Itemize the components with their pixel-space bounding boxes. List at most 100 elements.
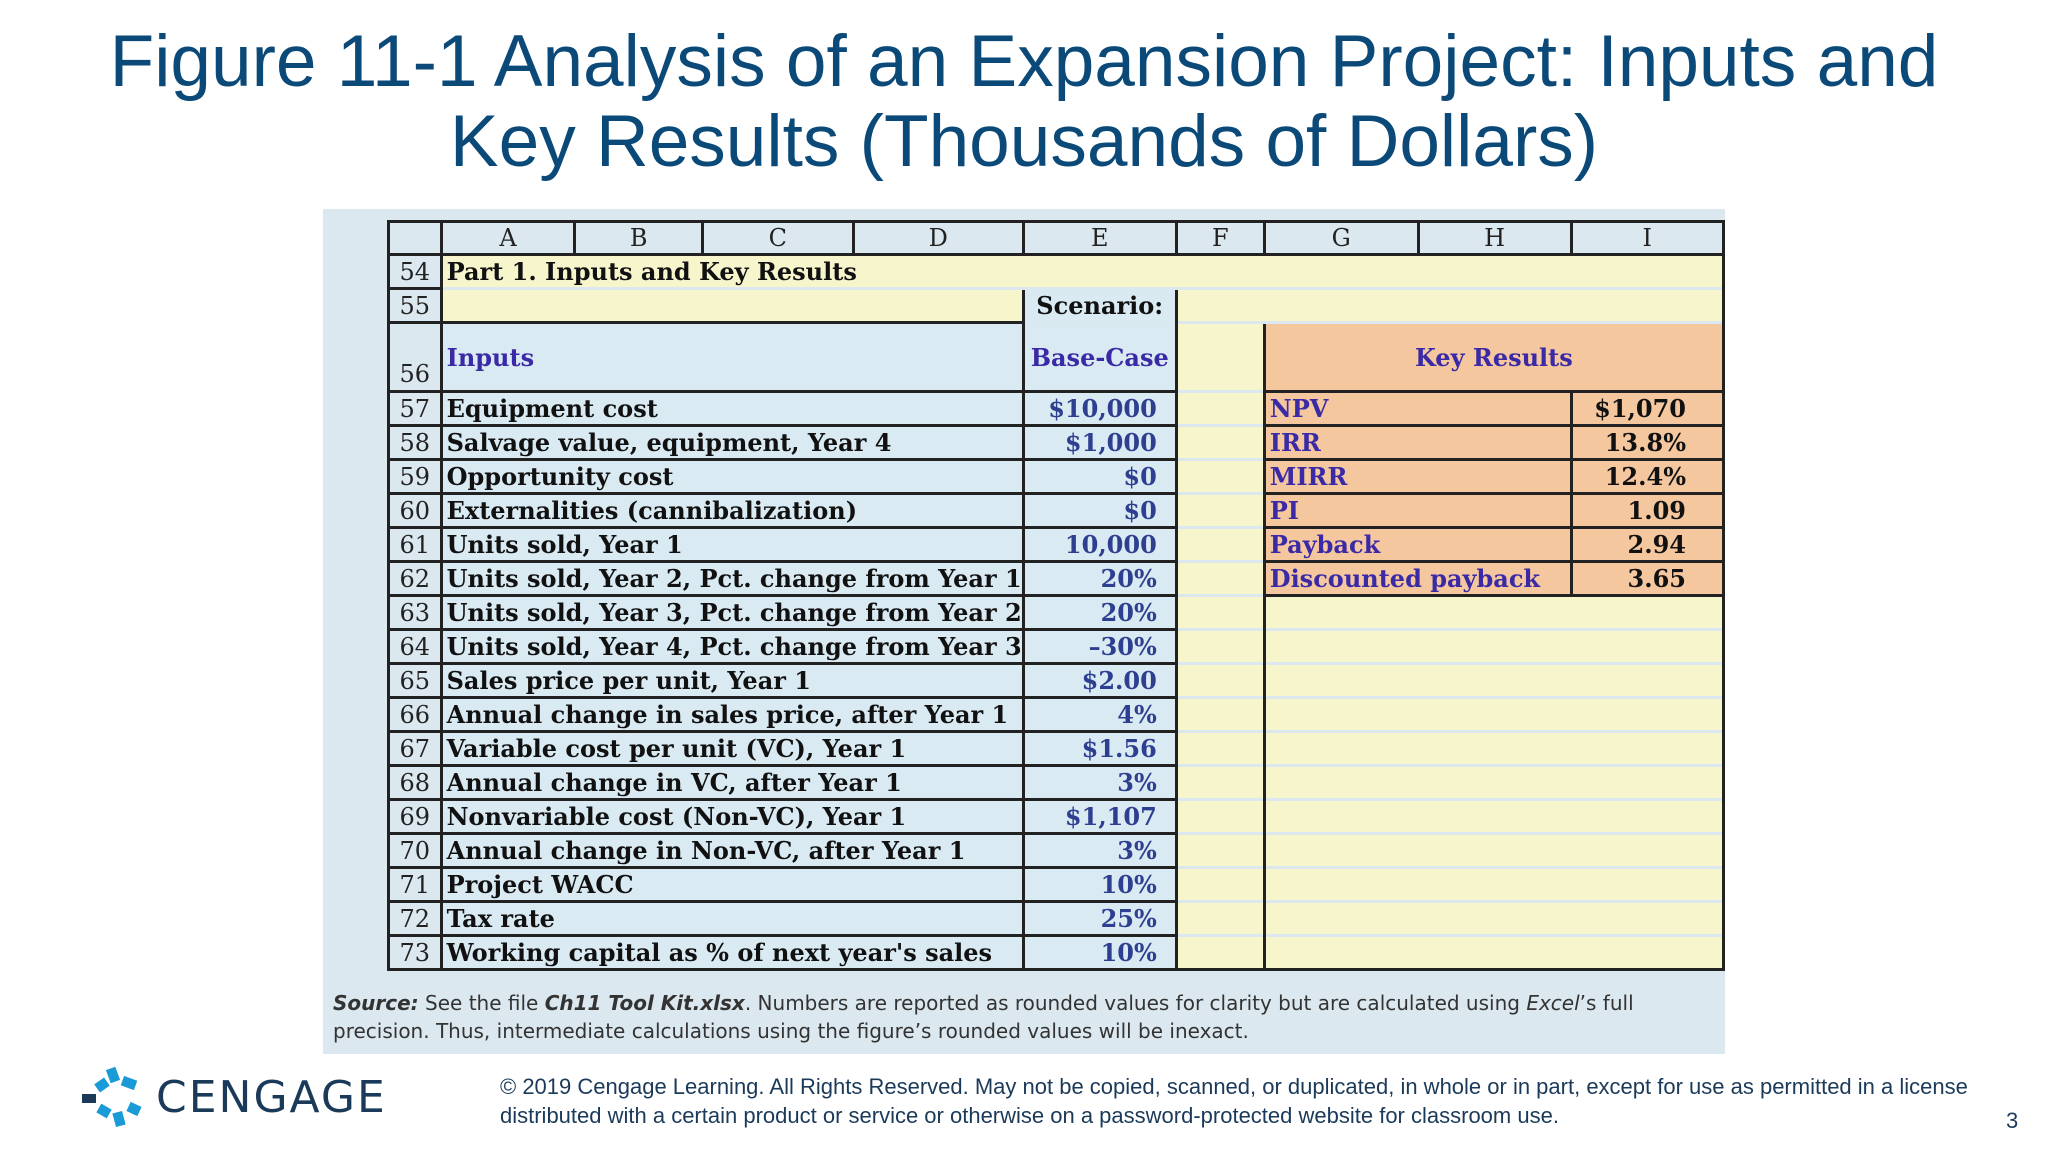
key-result-value[interactable]: 12.4% <box>1569 458 1726 495</box>
input-value[interactable]: 3% <box>1021 764 1178 801</box>
input-label[interactable]: Project WACC <box>439 866 1025 903</box>
input-value[interactable]: $1,107 <box>1021 798 1178 835</box>
cell-blank[interactable] <box>1174 663 1266 698</box>
row-number[interactable]: 62 <box>387 560 443 597</box>
cell-blank[interactable] <box>1264 663 1726 698</box>
row-number[interactable]: 55 <box>387 287 443 324</box>
row-number[interactable]: 67 <box>387 730 443 767</box>
column-header-e[interactable]: E <box>1021 220 1178 256</box>
cell-blank[interactable] <box>1174 901 1266 936</box>
row-number[interactable]: 68 <box>387 764 443 801</box>
input-label[interactable]: Units sold, Year 1 <box>439 526 1025 563</box>
input-value[interactable]: $1,000 <box>1021 424 1178 461</box>
key-results-header[interactable]: Key Results <box>1262 321 1726 393</box>
input-label[interactable]: Externalities (cannibalization) <box>439 492 1025 529</box>
row-number[interactable]: 58 <box>387 424 443 461</box>
input-value[interactable]: $2.00 <box>1021 662 1178 699</box>
row-number[interactable]: 69 <box>387 798 443 835</box>
input-label[interactable]: Nonvariable cost (Non-VC), Year 1 <box>439 798 1025 835</box>
input-value[interactable]: 4% <box>1021 696 1178 733</box>
cell-blank[interactable] <box>1174 561 1266 596</box>
cell-blank[interactable] <box>1264 765 1726 800</box>
row-number[interactable]: 63 <box>387 594 443 631</box>
cell-blank[interactable] <box>1174 595 1266 630</box>
input-value[interactable]: 25% <box>1021 900 1178 937</box>
cell-blank[interactable] <box>1174 493 1266 528</box>
cell-blank[interactable] <box>1174 799 1266 834</box>
input-label[interactable]: Sales price per unit, Year 1 <box>439 662 1025 699</box>
input-label[interactable]: Working capital as % of next year's sale… <box>439 934 1025 971</box>
cell-blank[interactable] <box>1264 935 1726 971</box>
input-value[interactable]: 3% <box>1021 832 1178 869</box>
cell-blank[interactable] <box>1264 594 1726 630</box>
cell-blank[interactable] <box>439 288 1025 324</box>
key-result-label[interactable]: Payback <box>1262 526 1573 563</box>
inputs-header[interactable]: Inputs <box>439 321 1025 393</box>
key-result-value[interactable]: 2.94 <box>1569 526 1726 563</box>
cell-blank[interactable] <box>1264 697 1726 732</box>
key-result-label[interactable]: IRR <box>1262 424 1573 461</box>
input-value[interactable]: $0 <box>1021 492 1178 529</box>
row-number[interactable]: 64 <box>387 628 443 665</box>
input-label[interactable]: Units sold, Year 2, Pct. change from Yea… <box>439 560 1025 597</box>
row-number[interactable]: 61 <box>387 526 443 563</box>
row-number[interactable]: 57 <box>387 390 443 427</box>
input-label[interactable]: Equipment cost <box>439 390 1025 427</box>
row-number[interactable]: 70 <box>387 832 443 869</box>
input-value[interactable]: $10,000 <box>1021 390 1178 427</box>
corner-cell[interactable] <box>387 220 443 256</box>
column-header-f[interactable]: F <box>1174 220 1266 256</box>
column-header-a[interactable]: A <box>439 220 577 256</box>
key-result-value[interactable]: 1.09 <box>1569 492 1726 529</box>
row-number[interactable]: 56 <box>387 321 443 393</box>
row-number[interactable]: 71 <box>387 866 443 903</box>
cell-blank[interactable] <box>1264 833 1726 868</box>
cell-blank[interactable] <box>1174 833 1266 868</box>
column-header-d[interactable]: D <box>851 220 1025 256</box>
input-value[interactable]: –30% <box>1021 628 1178 665</box>
input-label[interactable]: Annual change in Non-VC, after Year 1 <box>439 832 1025 869</box>
column-header-i[interactable]: I <box>1569 220 1726 256</box>
cell-blank[interactable] <box>1174 527 1266 562</box>
input-label[interactable]: Variable cost per unit (VC), Year 1 <box>439 730 1025 767</box>
input-value[interactable]: $0 <box>1021 458 1178 495</box>
cell-blank[interactable] <box>1174 867 1266 902</box>
column-header-g[interactable]: G <box>1262 220 1420 256</box>
cell-blank[interactable] <box>1174 288 1726 323</box>
input-value[interactable]: 20% <box>1021 594 1178 631</box>
row-number[interactable]: 73 <box>387 934 443 971</box>
column-header-c[interactable]: C <box>700 220 855 256</box>
column-header-b[interactable]: B <box>573 220 704 256</box>
cell-blank[interactable] <box>1174 935 1266 971</box>
section-heading[interactable]: Part 1. Inputs and Key Results <box>439 253 1726 289</box>
input-value[interactable]: 20% <box>1021 560 1178 597</box>
row-number[interactable]: 60 <box>387 492 443 529</box>
cell-blank[interactable] <box>1174 425 1266 460</box>
input-label[interactable]: Salvage value, equipment, Year 4 <box>439 424 1025 461</box>
cell-blank[interactable] <box>1174 629 1266 664</box>
cell-blank[interactable] <box>1264 799 1726 834</box>
input-label[interactable]: Opportunity cost <box>439 458 1025 495</box>
cell-blank[interactable] <box>1264 901 1726 936</box>
row-number[interactable]: 66 <box>387 696 443 733</box>
cell-blank[interactable] <box>1264 867 1726 902</box>
cell-blank[interactable] <box>1174 322 1266 392</box>
cell-blank[interactable] <box>1264 731 1726 766</box>
key-result-label[interactable]: Discounted payback <box>1262 560 1573 597</box>
column-header-h[interactable]: H <box>1416 220 1573 256</box>
input-label[interactable]: Units sold, Year 3, Pct. change from Yea… <box>439 594 1025 631</box>
input-label[interactable]: Tax rate <box>439 900 1025 937</box>
scenario-label[interactable]: Scenario: <box>1021 287 1178 323</box>
base-case-header[interactable]: Base-Case <box>1021 322 1178 393</box>
row-number[interactable]: 59 <box>387 458 443 495</box>
input-value[interactable]: $1.56 <box>1021 730 1178 767</box>
key-result-label[interactable]: PI <box>1262 492 1573 529</box>
input-label[interactable]: Units sold, Year 4, Pct. change from Yea… <box>439 628 1025 665</box>
row-number[interactable]: 72 <box>387 900 443 937</box>
input-value[interactable]: 10,000 <box>1021 526 1178 563</box>
row-number[interactable]: 65 <box>387 662 443 699</box>
input-value[interactable]: 10% <box>1021 934 1178 971</box>
input-value[interactable]: 10% <box>1021 866 1178 903</box>
cell-blank[interactable] <box>1264 629 1726 664</box>
cell-blank[interactable] <box>1174 765 1266 800</box>
